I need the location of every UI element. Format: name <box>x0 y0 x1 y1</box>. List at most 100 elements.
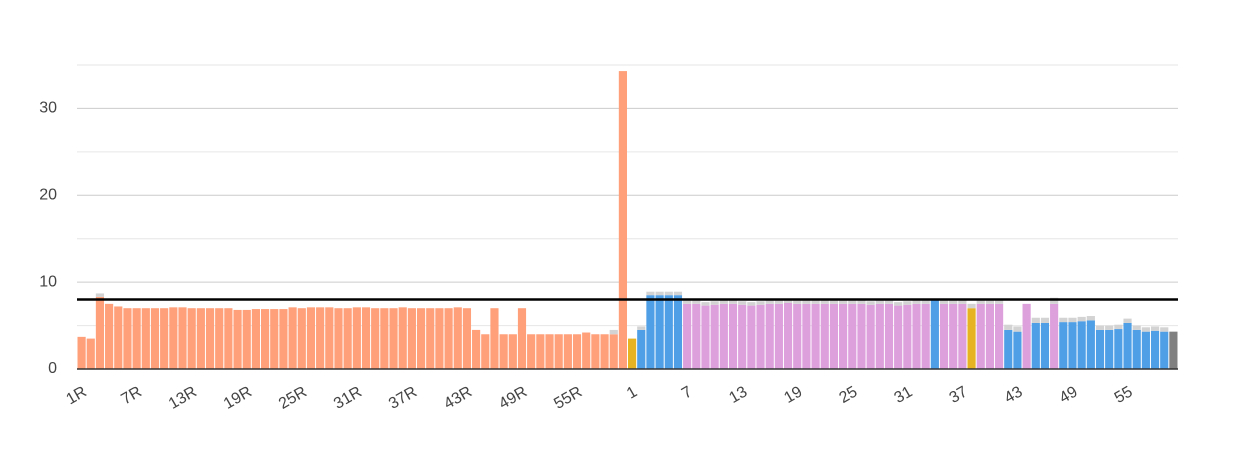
bar <box>1114 329 1123 369</box>
bar <box>701 302 710 306</box>
y-tick-label: 30 <box>39 100 57 117</box>
bar <box>187 308 196 369</box>
bar <box>95 293 105 297</box>
bar <box>738 304 747 369</box>
bar <box>1086 316 1095 321</box>
bar <box>1077 321 1086 369</box>
x-tick-label: 19 <box>781 383 805 407</box>
bar <box>710 304 719 369</box>
bar <box>316 307 325 369</box>
x-tick-label: 37 <box>947 383 971 407</box>
bar <box>1169 331 1178 369</box>
bar <box>783 302 793 369</box>
bar <box>839 303 848 369</box>
bar <box>251 309 260 369</box>
bar <box>371 308 380 369</box>
bar <box>1132 325 1141 330</box>
x-tick-label: 55 <box>1112 383 1136 407</box>
bar <box>701 305 710 369</box>
bar <box>169 307 178 369</box>
bar <box>1059 317 1068 323</box>
bar <box>829 300 839 304</box>
bar <box>554 334 563 369</box>
bar <box>829 303 839 369</box>
bar <box>279 309 288 369</box>
bar <box>1132 329 1141 369</box>
bar <box>646 295 655 369</box>
bar <box>692 300 701 304</box>
bar <box>196 308 205 369</box>
bar <box>205 308 215 369</box>
bar <box>618 71 627 369</box>
bar <box>609 334 618 369</box>
bar <box>481 334 490 369</box>
bar <box>866 301 875 305</box>
bar <box>1077 316 1086 322</box>
bar <box>811 303 820 369</box>
bar <box>1150 326 1160 331</box>
y-tick-label: 10 <box>39 273 57 290</box>
bar <box>407 308 416 369</box>
bar <box>976 300 985 304</box>
bar <box>747 302 756 306</box>
bar <box>912 303 921 369</box>
bar <box>490 308 499 369</box>
bar <box>958 300 967 304</box>
bar <box>866 304 875 369</box>
bar <box>389 308 398 369</box>
bar <box>655 291 664 296</box>
bar <box>352 307 361 369</box>
bar <box>499 334 508 369</box>
bar <box>1086 320 1095 369</box>
bar <box>242 309 251 369</box>
x-tick-label: 49 <box>1057 383 1081 407</box>
bar <box>692 303 701 369</box>
bar <box>160 308 169 369</box>
bar <box>985 300 994 304</box>
bar <box>921 303 930 369</box>
bar <box>435 308 444 369</box>
bar <box>416 308 426 369</box>
bar <box>710 301 719 305</box>
bar <box>1160 331 1169 369</box>
bar <box>655 295 664 369</box>
bar <box>1068 322 1077 369</box>
x-tick-label: 43R <box>441 383 475 412</box>
bar <box>958 303 967 369</box>
bar <box>609 329 618 335</box>
bar <box>361 307 371 369</box>
bar <box>921 300 930 304</box>
bar <box>536 334 545 369</box>
bar <box>719 300 728 304</box>
x-tick-label: 7 <box>679 383 695 402</box>
bar <box>637 326 646 330</box>
bar <box>380 308 389 369</box>
x-tick-label: 1 <box>624 383 640 402</box>
bar <box>774 300 783 304</box>
bar <box>563 334 572 369</box>
bar <box>306 307 316 369</box>
bar <box>985 303 994 369</box>
bar <box>297 308 306 369</box>
bar <box>527 334 536 369</box>
bar <box>261 309 270 369</box>
bar <box>664 295 673 369</box>
bar <box>976 303 985 369</box>
bar <box>444 308 453 369</box>
bar <box>673 291 683 296</box>
bar <box>453 307 462 369</box>
bar <box>77 336 86 369</box>
x-tick-label: 37R <box>386 383 420 412</box>
bar <box>820 303 829 369</box>
bar <box>949 303 958 369</box>
bar <box>756 304 765 369</box>
bar <box>123 308 132 369</box>
bar <box>1141 327 1150 332</box>
bar <box>1105 329 1114 369</box>
bar <box>1105 325 1114 330</box>
bar <box>1068 317 1077 323</box>
bar <box>802 303 811 369</box>
x-tick-label: 13 <box>726 383 750 407</box>
bar <box>939 303 949 369</box>
